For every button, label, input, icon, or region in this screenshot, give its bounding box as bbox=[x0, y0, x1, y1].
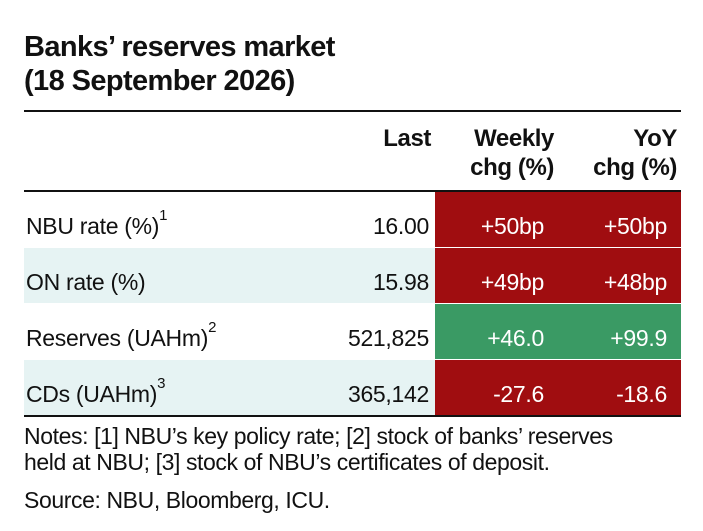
row-label: Reserves (UAHm)2 bbox=[24, 303, 307, 360]
table-row: CDs (UAHm)3 365,142 -27.6 -18.6 bbox=[24, 359, 681, 415]
row-last: 521,825 bbox=[307, 303, 435, 360]
row-label: NBU rate (%)1 bbox=[24, 192, 307, 248]
title-line-2: (18 September 2026) bbox=[24, 65, 295, 97]
row-yoy-chg: +50bp bbox=[558, 192, 681, 248]
row-weekly-chg: -27.6 bbox=[435, 359, 558, 415]
top-rule bbox=[24, 110, 681, 112]
row-yoy-chg: +48bp bbox=[558, 247, 681, 304]
row-last: 365,142 bbox=[307, 359, 435, 415]
notes-line-1: Notes: [1] NBU’s key policy rate; [2] st… bbox=[24, 423, 613, 449]
header-weekly: Weekly chg (%) bbox=[470, 125, 554, 181]
row-label: CDs (UAHm)3 bbox=[24, 359, 307, 415]
source-note: Source: NBU, Bloomberg, ICU. bbox=[24, 487, 330, 513]
table-row: ON rate (%) 15.98 +49bp +48bp bbox=[24, 247, 681, 304]
row-weekly-chg: +46.0 bbox=[435, 303, 558, 360]
row-weekly-chg: +49bp bbox=[435, 247, 558, 304]
row-label: ON rate (%) bbox=[24, 247, 307, 304]
bottom-rule bbox=[24, 415, 681, 417]
table-figure: Banks’ reserves market (18 September 202… bbox=[24, 30, 681, 513]
row-yoy-chg: +99.9 bbox=[558, 303, 681, 360]
header-row: Last Weekly chg (%) YoY chg (%) bbox=[24, 112, 681, 190]
row-yoy-chg: -18.6 bbox=[558, 359, 681, 415]
table-row: Reserves (UAHm)2 521,825 +46.0 +99.9 bbox=[24, 303, 681, 360]
header-blank bbox=[24, 112, 307, 190]
header-yoy: YoY chg (%) bbox=[593, 125, 677, 181]
row-last: 15.98 bbox=[307, 247, 435, 304]
table-notes: Notes: [1] NBU’s key policy rate; [2] st… bbox=[24, 423, 681, 475]
reserves-table: Last Weekly chg (%) YoY chg (%) NBU rate… bbox=[24, 112, 681, 415]
title-line-1: Banks’ reserves market bbox=[24, 31, 335, 63]
header-last: Last bbox=[383, 125, 431, 152]
row-weekly-chg: +50bp bbox=[435, 192, 558, 248]
table-title: Banks’ reserves market (18 September 202… bbox=[24, 30, 681, 98]
notes-line-2: held at NBU; [3] stock of NBU’s certific… bbox=[24, 449, 550, 475]
table-row: NBU rate (%)1 16.00 +50bp +50bp bbox=[24, 192, 681, 248]
header-rule bbox=[24, 190, 681, 192]
row-last: 16.00 bbox=[307, 192, 435, 248]
